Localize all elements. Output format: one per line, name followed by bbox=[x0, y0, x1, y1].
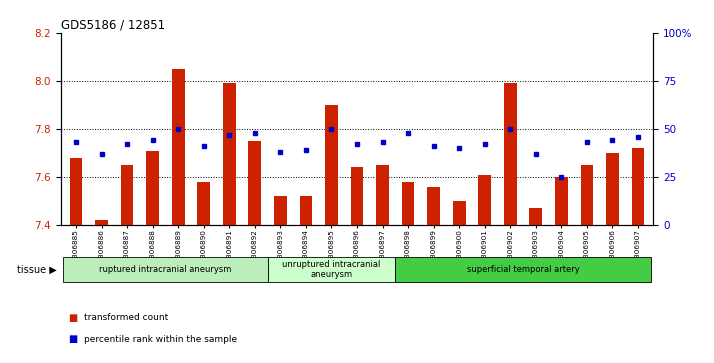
Text: tissue ▶: tissue ▶ bbox=[17, 265, 57, 274]
Bar bbox=[268, 257, 396, 282]
Bar bbox=[172, 69, 185, 225]
Bar bbox=[580, 165, 593, 225]
Bar bbox=[325, 105, 338, 225]
Bar bbox=[555, 177, 568, 225]
Bar bbox=[121, 165, 134, 225]
Bar bbox=[351, 167, 363, 225]
Text: superficial temporal artery: superficial temporal artery bbox=[467, 265, 579, 274]
Bar bbox=[274, 196, 287, 225]
Bar bbox=[197, 182, 210, 225]
Bar bbox=[146, 151, 159, 225]
Bar bbox=[223, 83, 236, 225]
Bar bbox=[396, 257, 650, 282]
Bar bbox=[504, 83, 517, 225]
Bar bbox=[632, 148, 644, 225]
Bar bbox=[248, 141, 261, 225]
Bar bbox=[376, 165, 389, 225]
Bar bbox=[453, 201, 466, 225]
Text: ■: ■ bbox=[68, 313, 77, 323]
Bar bbox=[95, 220, 108, 225]
Bar bbox=[70, 158, 82, 225]
Bar bbox=[427, 187, 440, 225]
Text: GDS5186 / 12851: GDS5186 / 12851 bbox=[61, 19, 165, 32]
Bar bbox=[606, 153, 619, 225]
Text: ruptured intracranial aneurysm: ruptured intracranial aneurysm bbox=[99, 265, 231, 274]
Text: transformed count: transformed count bbox=[84, 313, 168, 322]
Text: unruptured intracranial
aneurysm: unruptured intracranial aneurysm bbox=[282, 260, 381, 279]
Text: ■: ■ bbox=[68, 334, 77, 344]
Bar bbox=[402, 182, 414, 225]
Bar bbox=[64, 257, 268, 282]
Bar bbox=[478, 175, 491, 225]
Bar bbox=[300, 196, 312, 225]
Bar bbox=[529, 208, 542, 225]
Text: percentile rank within the sample: percentile rank within the sample bbox=[84, 335, 236, 344]
